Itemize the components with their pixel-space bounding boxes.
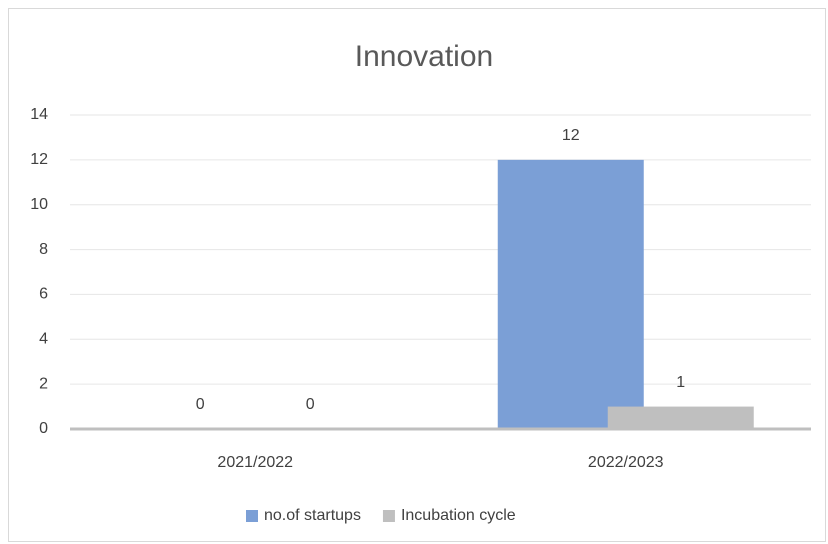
x-tick-label: 2022/2023 <box>588 454 664 471</box>
legend-swatch <box>382 510 395 522</box>
y-tick-label: 10 <box>30 196 48 213</box>
chart-frame <box>8 8 826 542</box>
y-tick-label: 12 <box>30 151 48 168</box>
y-tick-label: 4 <box>39 331 48 348</box>
y-tick-label: 8 <box>39 241 48 258</box>
legend-label: Incubation cycle <box>401 507 516 524</box>
y-tick-label: 14 <box>30 106 48 123</box>
legend-label: no.of startups <box>264 507 361 524</box>
data-label: 1 <box>676 374 685 391</box>
chart-title: Innovation <box>355 40 493 73</box>
x-tick-label: 2021/2022 <box>217 454 293 471</box>
y-tick-label: 2 <box>39 375 48 392</box>
data-label: 0 <box>306 396 315 413</box>
y-tick-label: 6 <box>39 286 48 303</box>
bar <box>607 406 754 429</box>
data-label: 0 <box>196 396 205 413</box>
legend-swatch <box>246 510 258 522</box>
data-label: 12 <box>562 127 580 144</box>
bar <box>497 159 644 429</box>
y-tick-label: 0 <box>39 420 48 437</box>
